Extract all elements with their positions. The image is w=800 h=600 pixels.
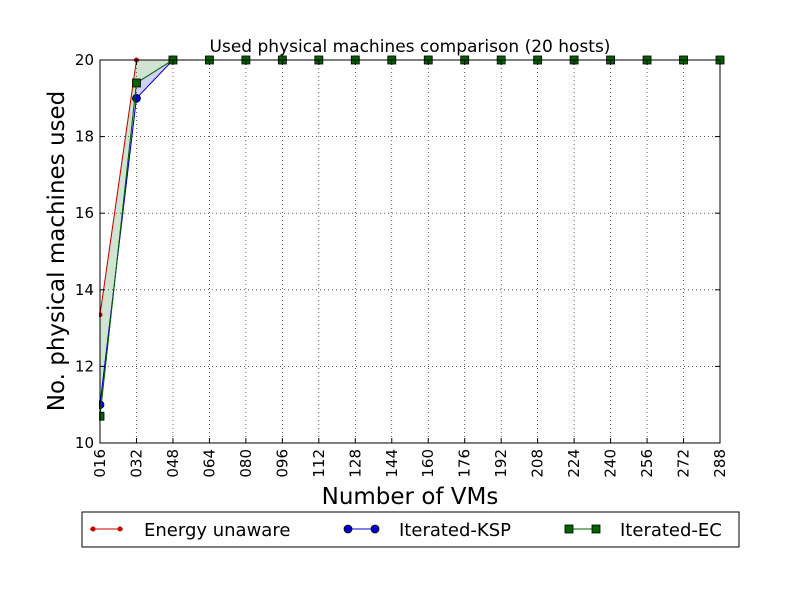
legend-label: Energy unaware	[144, 520, 290, 541]
y-tick-label: 16	[75, 204, 94, 222]
x-tick-label: 224	[565, 449, 583, 478]
fill-between-area	[99, 59, 720, 417]
x-tick-label: 144	[383, 449, 401, 478]
x-tick-label: 096	[273, 449, 291, 478]
x-tick-label: 240	[602, 449, 620, 478]
legend: Energy unaware Iterated-KSP Iterated-EC	[81, 511, 740, 548]
x-tick-label: 272	[675, 449, 693, 478]
legend-label: Iterated-EC	[620, 520, 722, 541]
legend-item: Energy unaware	[90, 520, 290, 541]
x-tick-label: 208	[529, 449, 547, 478]
legend-marker	[591, 524, 601, 534]
legend-item: Iterated-KSP	[343, 520, 511, 541]
y-tick-label: 18	[75, 128, 94, 146]
legend-marker	[343, 524, 353, 534]
x-tick-label: 256	[638, 449, 656, 478]
x-tick-label: 192	[492, 449, 510, 478]
plot-frame	[99, 59, 721, 444]
series-iterated-ksp	[99, 55, 725, 410]
series-energy-unaware	[99, 57, 723, 318]
fill-between-area	[99, 59, 720, 417]
x-tick-label: 016	[91, 449, 109, 478]
x-tick-label: 112	[310, 449, 328, 478]
x-axis-label: Number of VMs	[322, 484, 499, 510]
fill-areas	[99, 59, 720, 417]
y-tick-label: 12	[75, 357, 94, 375]
grid	[99, 59, 721, 444]
legend-box	[81, 511, 740, 548]
x-tick-label: 064	[200, 449, 218, 478]
legend-marker	[117, 526, 123, 532]
legend-label: Iterated-KSP	[399, 520, 511, 541]
x-tick-label: 032	[127, 449, 145, 478]
x-tick-label: 160	[419, 449, 437, 478]
series-lines	[99, 55, 725, 421]
legend-marker	[90, 526, 96, 532]
y-tick-label: 14	[75, 281, 94, 299]
legend-marker	[564, 524, 574, 534]
series-line	[99, 59, 720, 417]
legend-item: Iterated-EC	[564, 520, 722, 541]
series-line	[99, 59, 720, 315]
x-tick-label: 080	[237, 449, 255, 478]
legend-marker	[370, 524, 380, 534]
data-point	[132, 93, 141, 103]
y-tick-label: 10	[75, 434, 94, 452]
x-tick-label: 048	[164, 449, 182, 478]
data-point	[132, 78, 141, 88]
y-axis-label: No. physical machines used	[44, 91, 70, 412]
series-iterated-ec	[99, 55, 725, 421]
x-tick-label: 176	[456, 449, 474, 478]
series-line	[99, 59, 720, 405]
x-tick-label: 128	[346, 449, 364, 478]
axis-ticks: 016 032 048 064 080 096 112 128 144 160 176 192 208 2…	[75, 51, 729, 478]
x-tick-label: 288	[711, 449, 729, 478]
y-tick-label: 20	[75, 51, 94, 69]
chart-title: Used physical machines comparison (20 ho…	[210, 37, 611, 57]
